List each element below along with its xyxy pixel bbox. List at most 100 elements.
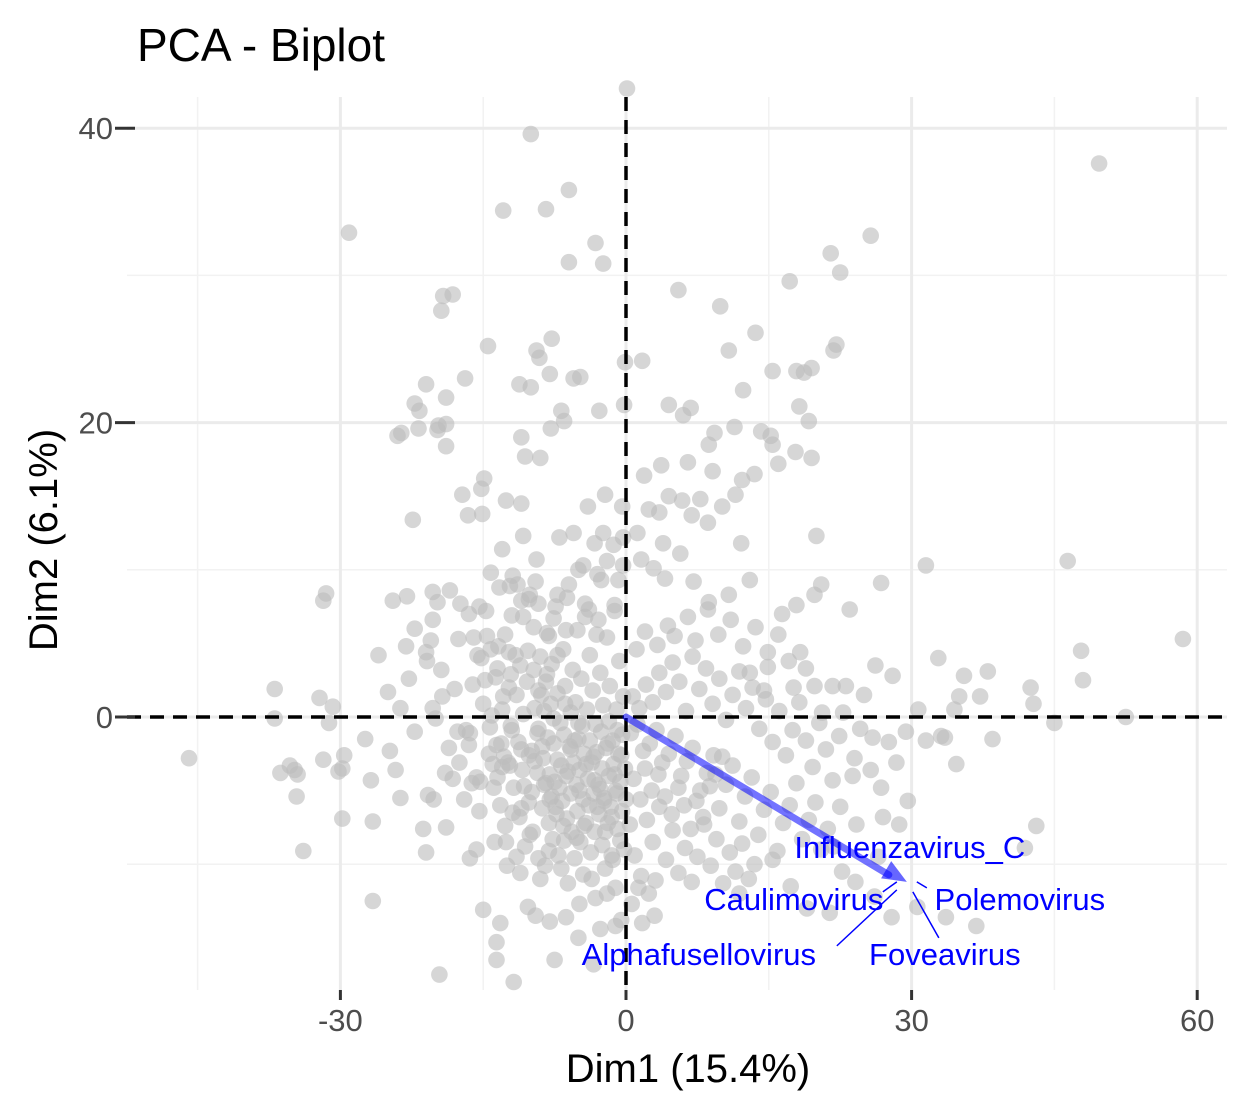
data-point <box>471 802 488 820</box>
data-point <box>484 755 502 773</box>
data-point <box>537 774 555 792</box>
data-point <box>688 792 705 810</box>
data-point <box>689 848 706 866</box>
data-point <box>608 701 625 718</box>
x-tick-label: 60 <box>1180 1003 1214 1038</box>
data-point <box>807 794 824 811</box>
data-point <box>404 511 422 529</box>
data-point <box>645 560 662 577</box>
data-point <box>726 418 743 436</box>
data-point <box>594 696 612 714</box>
data-point <box>576 608 594 626</box>
data-point <box>685 573 702 590</box>
data-point <box>864 729 881 746</box>
data-point <box>532 449 549 467</box>
data-point <box>851 720 869 738</box>
data-point <box>540 842 558 860</box>
data-point <box>615 396 633 414</box>
data-point <box>503 721 521 739</box>
y-tick-label: 40 <box>79 111 113 146</box>
data-point <box>557 621 575 639</box>
data-point <box>429 593 446 611</box>
data-point <box>741 664 759 682</box>
data-point <box>434 688 451 705</box>
data-point <box>948 755 965 773</box>
data-point <box>541 365 559 383</box>
data-point <box>609 721 626 739</box>
data-point <box>741 571 759 589</box>
data-point <box>670 779 687 796</box>
x-tick-label: 30 <box>894 1003 928 1038</box>
data-point <box>478 627 496 645</box>
data-point <box>454 486 471 504</box>
data-point <box>533 738 551 755</box>
data-point <box>608 785 625 802</box>
data-point <box>398 588 416 605</box>
data-point <box>577 755 595 773</box>
data-point <box>870 848 887 866</box>
data-point <box>513 741 530 758</box>
data-point <box>596 486 614 504</box>
data-point <box>844 767 861 785</box>
data-point <box>512 657 529 674</box>
data-point <box>596 823 614 841</box>
data-point <box>494 202 512 219</box>
data-point <box>888 754 905 771</box>
data-point <box>583 870 600 888</box>
data-point <box>324 698 342 715</box>
data-point <box>532 870 549 888</box>
variable-arrows <box>622 713 907 882</box>
data-point <box>525 661 542 679</box>
data-point <box>551 779 568 796</box>
data-point <box>764 362 781 380</box>
data-point <box>474 695 492 713</box>
chart-title: PCA - Biplot <box>137 19 385 71</box>
data-point <box>930 649 947 667</box>
data-point <box>636 760 654 777</box>
data-point <box>773 605 791 623</box>
data-point <box>866 888 883 905</box>
data-point <box>714 875 732 892</box>
data-point <box>644 694 661 711</box>
data-point <box>522 125 540 143</box>
data-point <box>613 498 631 515</box>
data-point <box>180 749 198 767</box>
data-point <box>289 766 306 783</box>
data-point <box>541 791 559 808</box>
data-point <box>473 505 491 523</box>
data-point <box>477 602 495 620</box>
data-point <box>841 601 858 618</box>
data-point <box>711 298 729 315</box>
data-point <box>406 620 424 637</box>
data-point <box>722 611 739 629</box>
variable-label: Alphafusellovirus <box>582 937 816 972</box>
data-point <box>764 851 781 869</box>
data-point <box>493 735 510 752</box>
data-point <box>734 638 752 655</box>
data-point <box>637 676 655 693</box>
data-point <box>592 664 609 682</box>
data-point <box>541 913 559 930</box>
data-point <box>492 914 509 932</box>
data-point <box>666 627 683 645</box>
data-point <box>777 747 795 764</box>
data-point <box>621 816 639 833</box>
data-point <box>590 611 607 629</box>
data-point <box>455 791 473 808</box>
data-point <box>266 680 284 698</box>
data-point <box>880 733 898 751</box>
data-point <box>699 514 717 531</box>
data-point <box>770 626 787 643</box>
data-point <box>687 632 704 649</box>
x-tick-label: -30 <box>318 1003 363 1038</box>
data-point <box>788 774 805 792</box>
axes: -30 0 30 60 0 20 40 <box>79 111 1215 1038</box>
data-point <box>437 819 455 836</box>
data-point <box>492 797 509 814</box>
data-point <box>497 833 515 851</box>
data-point <box>527 573 544 590</box>
data-point <box>804 758 821 776</box>
data-point <box>570 929 587 947</box>
data-point <box>638 811 656 829</box>
data-point <box>451 754 468 771</box>
